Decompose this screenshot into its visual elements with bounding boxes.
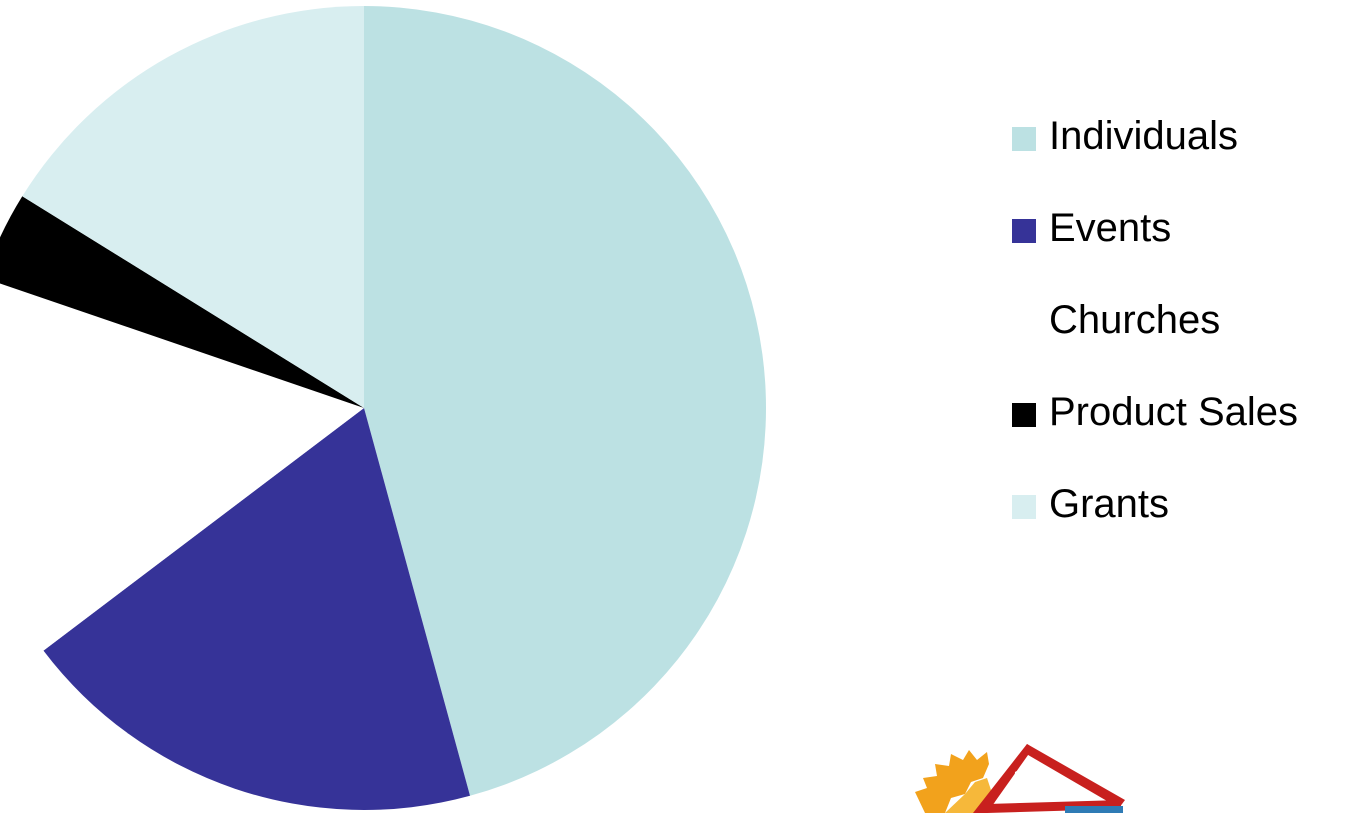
- legend-swatch-grants: [1012, 495, 1036, 519]
- legend-label-churches: Churches: [1049, 298, 1221, 342]
- pie-chart: [0, 6, 766, 810]
- pie-slice-events: [43, 408, 471, 810]
- legend-swatch-individuals: [1012, 127, 1036, 151]
- legend-label-events: Events: [1049, 206, 1172, 250]
- legend-swatch-product-sales: [1012, 403, 1036, 427]
- legend-label-grants: Grants: [1049, 482, 1170, 526]
- pie-slice-grants: [22, 6, 365, 408]
- sun-triangle-logo: [915, 744, 1125, 813]
- pie-slice-churches: [0, 283, 364, 651]
- legend-swatch-events: [1012, 219, 1036, 243]
- pie-slice-product-sales: [0, 196, 364, 408]
- legend-label-product-sales: Product Sales: [1049, 390, 1299, 434]
- legend-label-individuals: Individuals: [1049, 114, 1239, 158]
- legend-swatch-churches: [1012, 311, 1036, 335]
- pie-slice-individuals: [364, 6, 766, 796]
